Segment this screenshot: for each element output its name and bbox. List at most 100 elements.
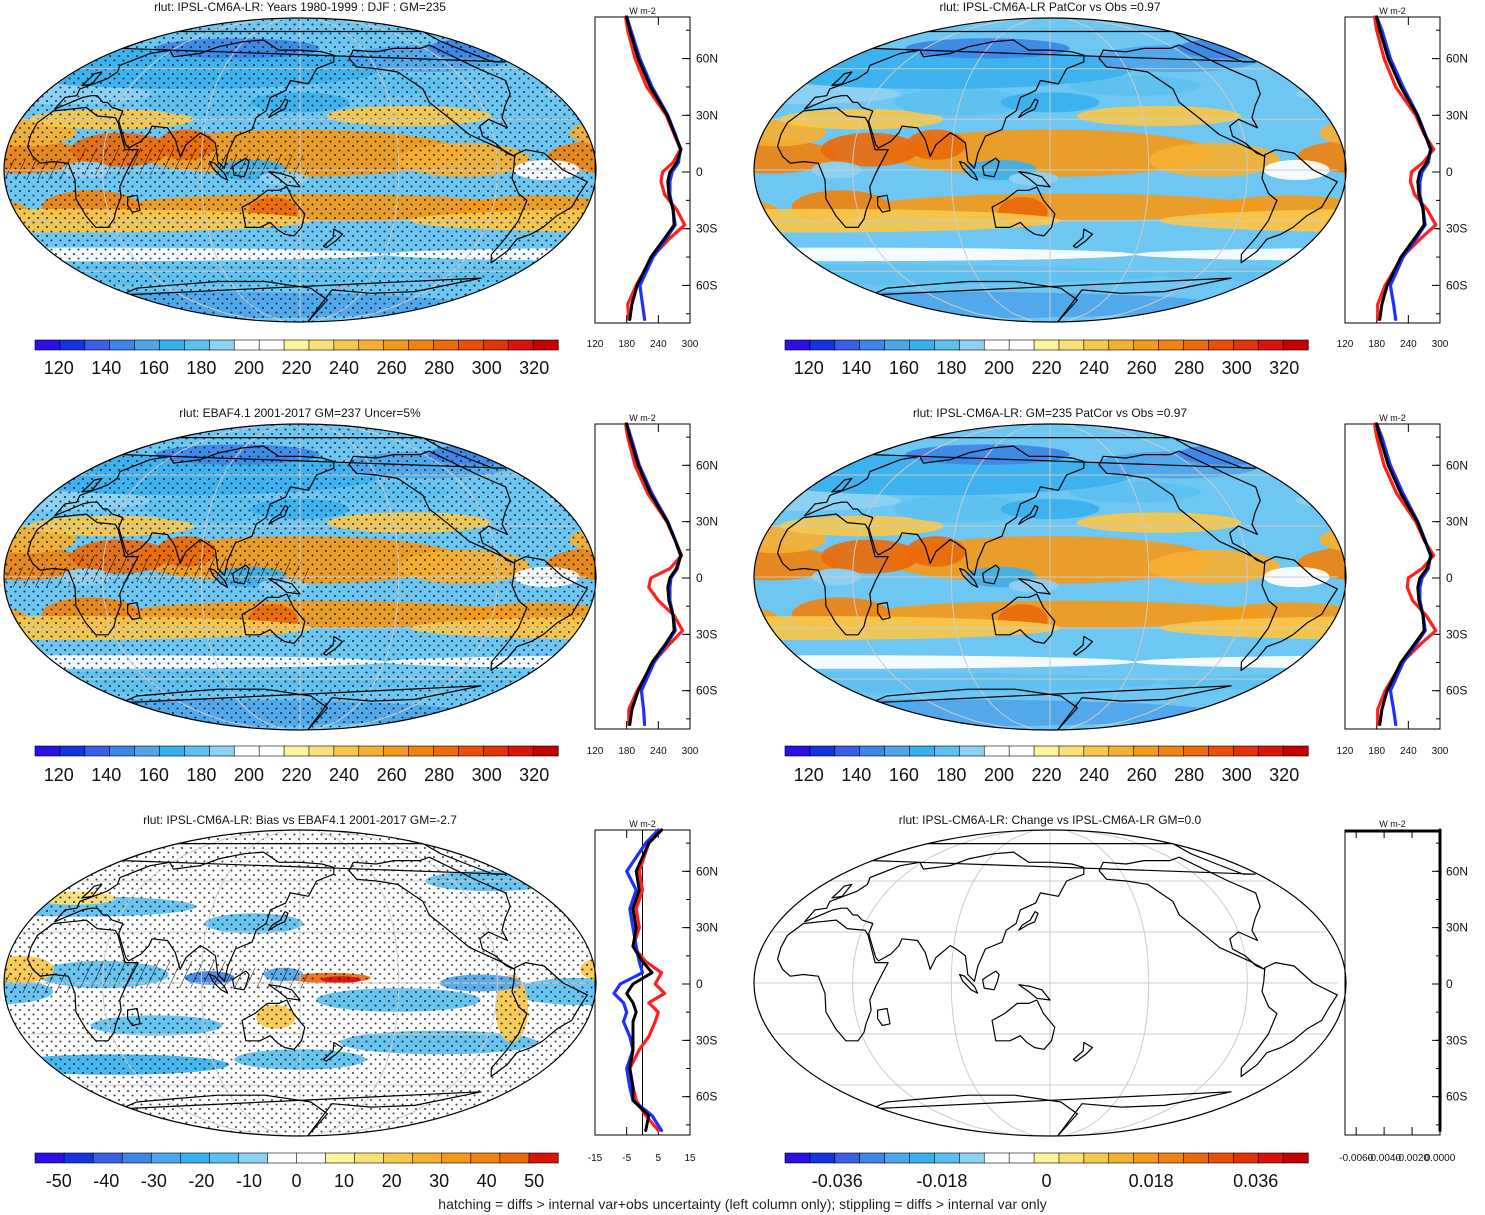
colorbar-swatch: [1282, 339, 1309, 351]
colorbar-swatch: [34, 1152, 65, 1164]
profile-ytick-label: 0: [696, 571, 703, 585]
hatching: [209, 154, 309, 176]
profile-ytick-label: 60N: [1446, 458, 1468, 472]
colorbar-swatch: [784, 745, 811, 757]
colorbar-swatch: [383, 339, 410, 351]
coastline-new-zealand: [322, 228, 344, 249]
colorbar-swatch: [109, 339, 136, 351]
colorbar-swatch: [59, 339, 86, 351]
colorbar-swatch: [859, 339, 886, 351]
colorbar-swatch: [499, 1152, 530, 1164]
profile-unit-label: W m-2: [1379, 819, 1406, 829]
colorbar-swatch: [109, 745, 136, 757]
panel-6: rlut: IPSL-CM6A-LR: Change vs IPSL-CM6A-…: [753, 813, 1468, 1191]
colorbar-swatch: [784, 339, 811, 351]
colorbar-tick-label: 120: [44, 765, 74, 785]
coastline-south-america: [1240, 149, 1338, 264]
field-blob: [1077, 105, 1242, 127]
profile-ytick-label: 30N: [1446, 515, 1468, 529]
profile-xtick-label: 0.0000: [1425, 1153, 1456, 1164]
field-blob: [545, 490, 596, 511]
colorbar-swatch: [859, 1152, 886, 1164]
coastline-africa: [27, 106, 139, 228]
colorbar-tick-label: 260: [1127, 358, 1157, 378]
panel-title: rlut: IPSL-CM6A-LR PatCor vs Obs =0.97: [939, 0, 1160, 14]
colorbar-tick-label: 260: [377, 765, 407, 785]
colorbar-tick-label: 160: [889, 358, 919, 378]
colorbar-swatch: [1232, 745, 1259, 757]
map: [754, 424, 1346, 730]
colorbar-swatch: [209, 745, 235, 757]
colorbar-swatch: [308, 339, 335, 351]
coastline-africa: [27, 513, 139, 636]
coastline-eurasia: [53, 851, 335, 982]
colorbar-swatch: [134, 745, 161, 757]
colorbar-swatch: [121, 1152, 152, 1164]
colorbar-swatch: [983, 1152, 1010, 1164]
coastline-australia: [241, 999, 306, 1050]
field-blob: [754, 247, 1135, 262]
colorbar-tick-label: 120: [794, 358, 824, 378]
profile-ytick-label: 60N: [1446, 52, 1468, 66]
profile-unit-label: W m-2: [1379, 6, 1406, 16]
colorbar-swatch: [482, 339, 509, 351]
coastline-borneo: [981, 564, 1000, 585]
field-blob: [1159, 208, 1346, 233]
coastline-antarctica: [120, 1091, 482, 1136]
colorbar-swatch: [358, 745, 385, 757]
colorbar-swatch: [258, 745, 285, 757]
profile-unit-label: W m-2: [629, 819, 656, 829]
profile-frame: [1344, 829, 1441, 1136]
coastline-africa: [776, 919, 889, 1042]
coastline-madagascar: [876, 194, 891, 213]
coastline-new-guinea: [1018, 984, 1051, 1001]
coastline-sumatra: [958, 973, 979, 994]
colorbar-swatch: [1033, 745, 1060, 757]
colorbar-tick-label: -30: [141, 1171, 167, 1191]
coastline-sumatra: [958, 161, 979, 181]
map: [4, 18, 596, 322]
colorbar-swatch: [528, 1152, 559, 1164]
coastline-madagascar: [876, 1007, 891, 1027]
colorbar-swatch: [959, 745, 985, 757]
colorbar: 120 140 160 180 200 220 240 260 280 300 320: [784, 745, 1309, 785]
profile-ytick-label: 60N: [696, 458, 718, 472]
profile-ytick-label: 60S: [1446, 684, 1467, 698]
field-blob: [1295, 490, 1346, 511]
profile-xtick-label: -5: [622, 1153, 631, 1164]
profile-frame: [594, 16, 691, 324]
colorbar-swatch: [59, 745, 86, 757]
colorbar-swatch: [909, 745, 936, 757]
colorbar-swatch: [1232, 339, 1259, 351]
coastline-north-america: [348, 44, 516, 158]
colorbar-swatch: [1232, 1152, 1259, 1164]
colorbar-tick-label: 180: [186, 765, 216, 785]
field-blob: [1159, 616, 1346, 640]
graticule-meridian: [200, 830, 285, 1136]
colorbar-tick-label: 280: [1174, 358, 1204, 378]
colorbar-tick-label: 320: [1269, 765, 1299, 785]
profile-xtick-label: 300: [682, 339, 699, 350]
zonal-profile: W m-2 60N 30N 0 30S 60S -15 -5 5 15: [588, 819, 718, 1164]
colorbar-tick-label: 160: [889, 765, 919, 785]
coastline-south-america: [1240, 961, 1338, 1078]
colorbar-swatch: [1257, 1152, 1284, 1164]
colorbar-swatch: [1183, 745, 1209, 757]
graticule-meridian: [1080, 18, 1248, 322]
colorbar-swatch: [784, 1152, 811, 1164]
colorbar-tick-label: 120: [44, 358, 74, 378]
hatching: [78, 148, 227, 176]
profile-ytick-label: 60S: [696, 684, 717, 698]
coastline-new-zealand: [1072, 635, 1094, 656]
colorbar-tick-label: 320: [519, 765, 549, 785]
coastline-north-america: [348, 450, 516, 565]
profile-ytick-label: 60N: [1446, 864, 1468, 878]
coastline-new-guinea: [1018, 171, 1051, 188]
colorbar-tick-label: 160: [139, 358, 169, 378]
profile-unit-label: W m-2: [629, 6, 656, 16]
map: [4, 830, 596, 1136]
profile-xtick-label: 240: [650, 746, 667, 757]
colorbar-swatch: [134, 339, 161, 351]
colorbar-swatch: [1108, 1152, 1135, 1164]
colorbar-swatch: [532, 339, 559, 351]
